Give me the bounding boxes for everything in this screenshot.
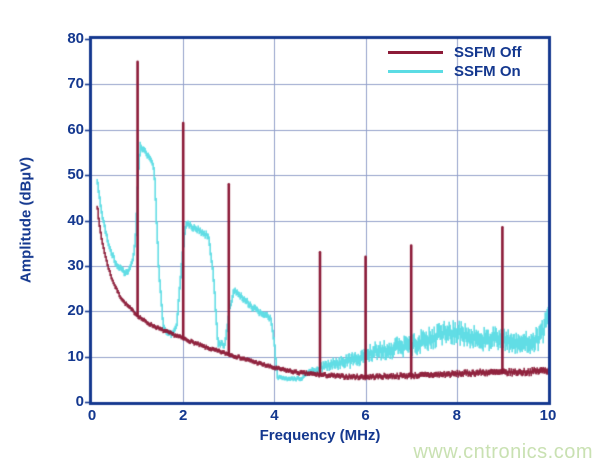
y-tick-label: 20 [67,302,84,320]
y-tick-label: 80 [67,30,84,47]
x-tick-label: 0 [87,407,97,424]
chart-legend: SSFM Off SSFM On [388,43,522,81]
legend-label-ssfm-on: SSFM On [454,63,521,80]
y-tick-label: 50 [67,166,84,184]
y-tick-label: 0 [75,393,84,410]
y-tick-label: 30 [67,256,84,274]
legend-item-ssfm-on: SSFM On [388,62,522,81]
legend-item-ssfm-off: SSFM Off [388,43,522,62]
x-tick-label: 8 [452,407,461,424]
y-tick-label: 60 [67,120,84,138]
legend-label-ssfm-off: SSFM Off [454,44,522,61]
ssfm-on-line-swatch [388,70,443,73]
x-axis-title: Frequency (MHz) [259,427,381,444]
x-tick-label: 4 [270,407,279,424]
x-tick-label: 10 [539,407,557,424]
ssfm-off-line-swatch [388,51,443,54]
x-tick-label: 2 [179,407,188,424]
watermark: www.cntronics.com [413,441,593,463]
y-tick-label: 10 [67,347,84,365]
x-tick-label: 6 [361,407,370,424]
y-tick-label: 40 [67,211,84,229]
y-tick-label: 70 [67,75,84,93]
